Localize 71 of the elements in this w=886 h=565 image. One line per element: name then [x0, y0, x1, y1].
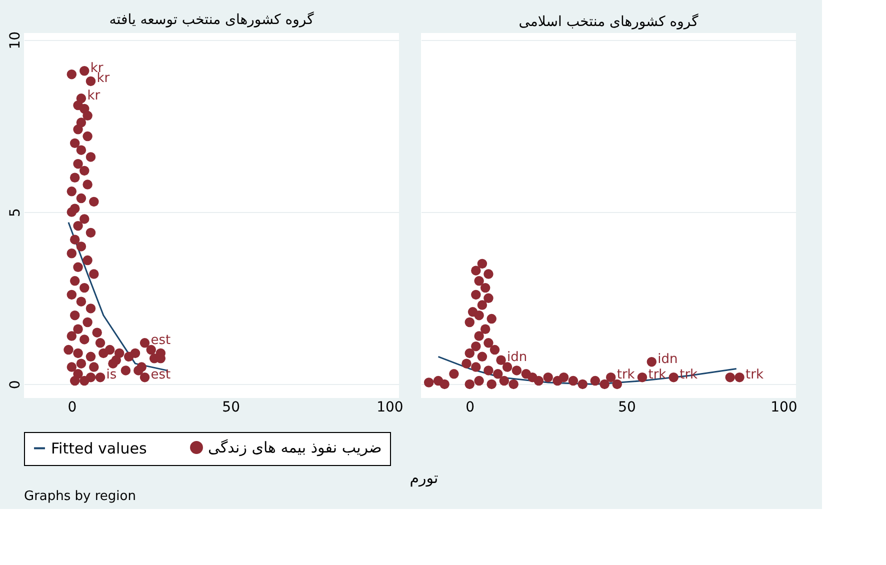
- point: [480, 282, 490, 293]
- data-label: idn: [658, 352, 678, 367]
- point: [474, 310, 484, 320]
- point: [734, 372, 744, 382]
- point: [568, 376, 578, 386]
- text: Graphs by region: [24, 489, 136, 504]
- x-tick-label: 50: [222, 400, 240, 416]
- point: [637, 372, 648, 382]
- point: [558, 372, 569, 382]
- point: [512, 366, 522, 376]
- point: [424, 378, 434, 388]
- point: [496, 355, 506, 365]
- point: [474, 331, 484, 341]
- data-label: trk: [648, 367, 667, 382]
- y-tick-label: 10: [8, 31, 24, 50]
- point: [484, 338, 494, 348]
- point: [471, 290, 481, 300]
- point: [471, 266, 481, 276]
- data-label: is: [106, 367, 117, 382]
- point: [543, 372, 553, 382]
- point: [464, 348, 475, 358]
- point: [668, 372, 678, 382]
- data-label: trk: [746, 367, 764, 382]
- point: [474, 276, 484, 286]
- point: [612, 379, 622, 390]
- point: [590, 376, 600, 386]
- point: [480, 324, 490, 334]
- x-tick-label: 100: [376, 400, 404, 416]
- point: [600, 379, 610, 390]
- point: [484, 293, 494, 304]
- x-tick-label: 50: [618, 400, 636, 416]
- data-label: trk: [616, 367, 636, 382]
- point: [499, 376, 510, 386]
- point: [464, 317, 475, 328]
- point: [449, 369, 459, 379]
- point: [606, 372, 616, 382]
- point: [477, 258, 488, 269]
- data-label: est: [150, 367, 171, 382]
- point: [477, 300, 488, 310]
- point: [725, 372, 735, 382]
- point: [486, 314, 496, 324]
- chart-title: گروه کشورهای منتخب توسعه یافته: [109, 10, 314, 28]
- point: [484, 366, 494, 376]
- point: [462, 358, 472, 368]
- legend-label: ضریب نفوذ بیمه های زندگی: [208, 438, 382, 457]
- point: [471, 362, 481, 372]
- point: [646, 356, 657, 367]
- point: [578, 379, 588, 390]
- data-label: idn: [507, 350, 528, 366]
- point: [477, 352, 488, 362]
- point: [490, 344, 500, 355]
- y-tick-label: 0: [8, 380, 24, 390]
- point: [486, 379, 496, 390]
- x-axis-title: تورم: [410, 469, 438, 487]
- point: [534, 376, 544, 386]
- point: [493, 369, 503, 379]
- data-label: kr: [87, 88, 101, 104]
- legend-label: Fitted values: [51, 439, 147, 458]
- point: [440, 379, 450, 390]
- y-tick-label: 5: [8, 208, 24, 218]
- point: [502, 362, 512, 372]
- point: [464, 379, 475, 390]
- point: [474, 376, 484, 386]
- point: [471, 341, 481, 352]
- chart-title: گروه کشورهای منتخب اسلامی: [518, 13, 699, 30]
- x-tick-label: 100: [770, 400, 798, 416]
- point: [508, 379, 518, 390]
- x-tick-label: 0: [68, 400, 77, 416]
- data-label: est: [150, 332, 171, 348]
- point: [484, 269, 494, 279]
- x-tick-label: 0: [466, 400, 475, 416]
